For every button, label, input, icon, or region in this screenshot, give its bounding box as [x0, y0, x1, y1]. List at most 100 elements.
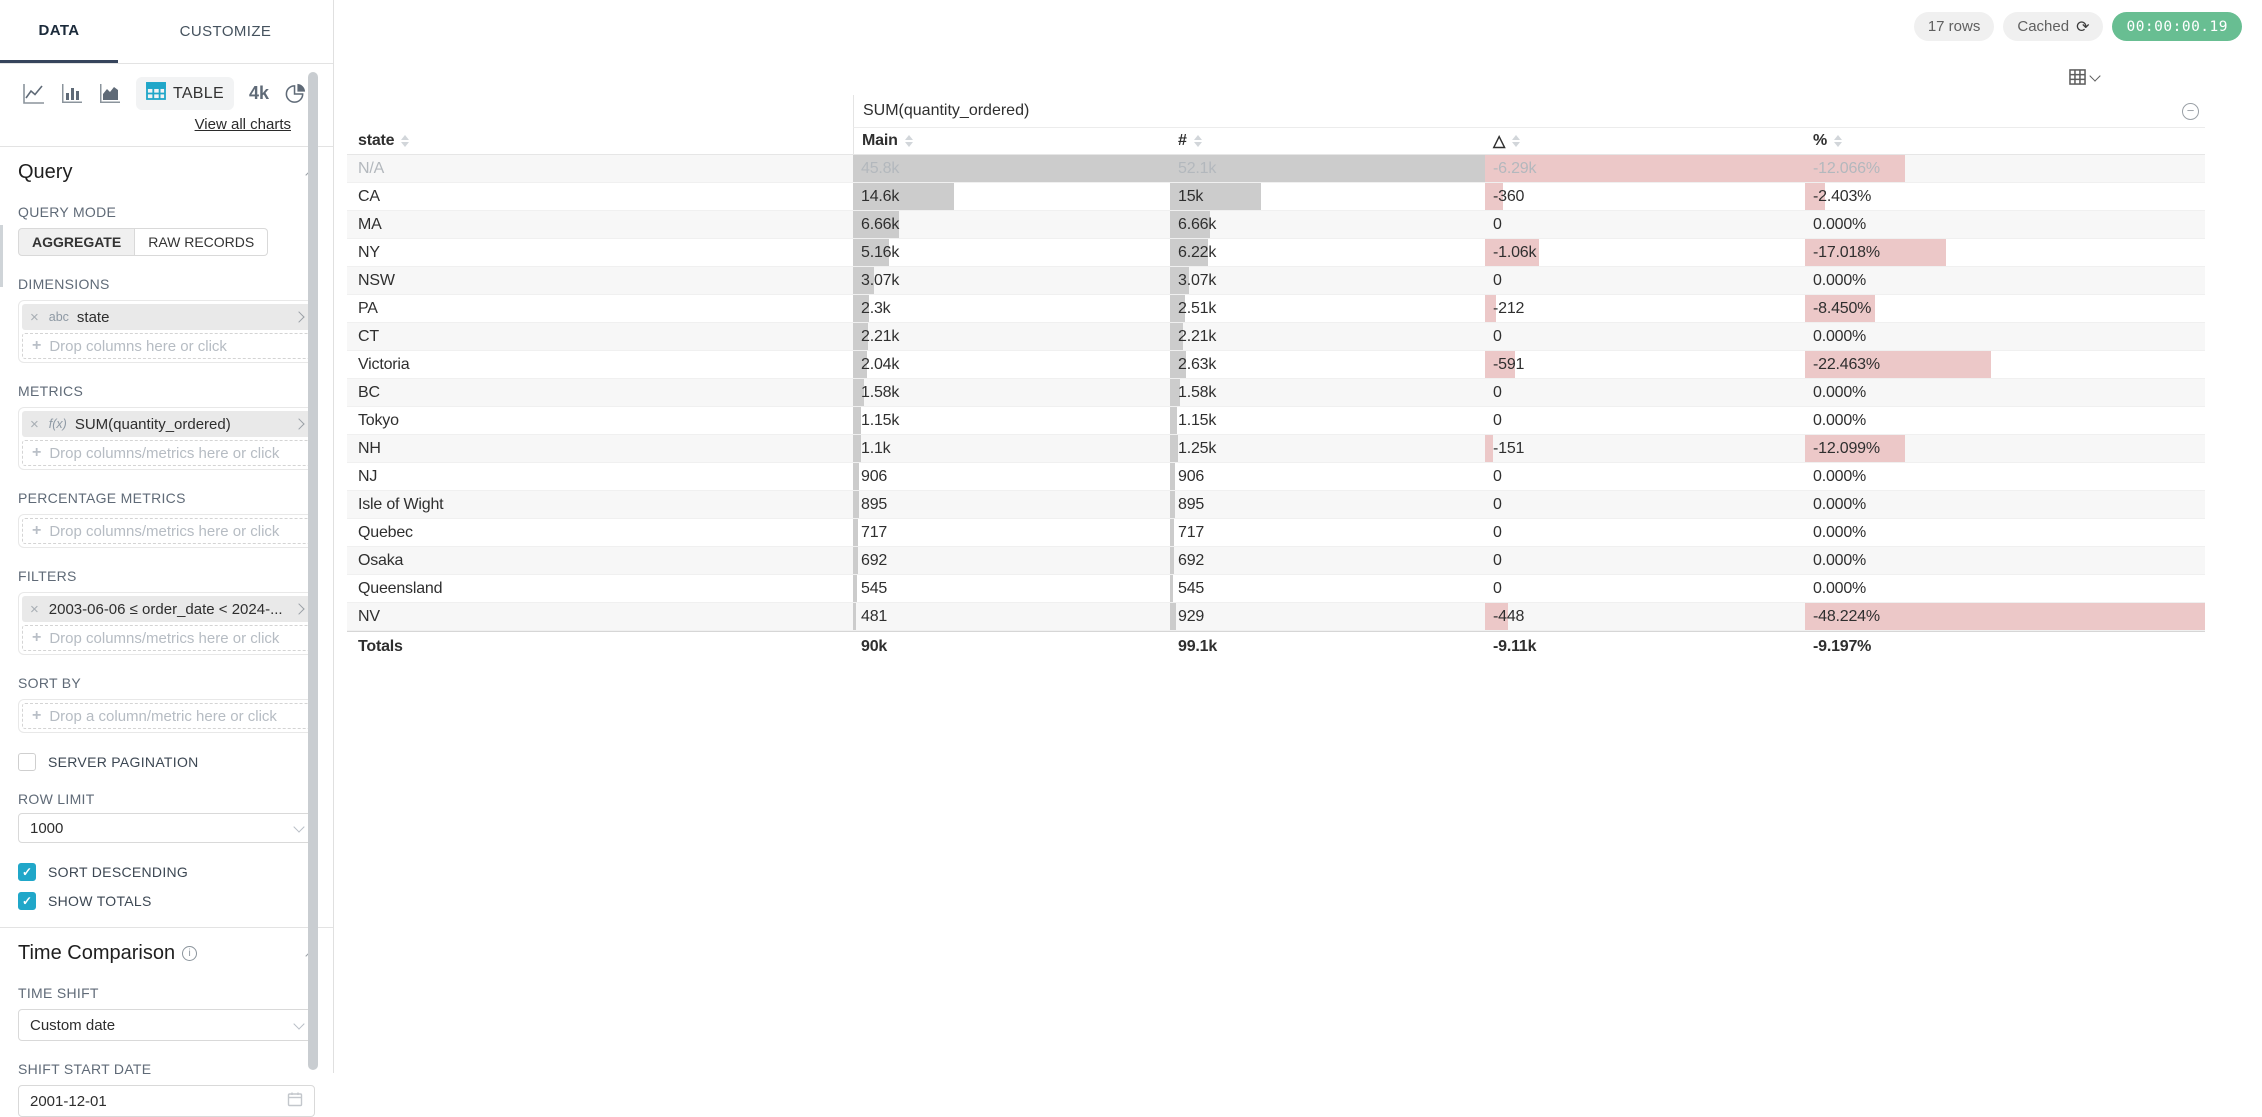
remove-metric-icon[interactable]: × [30, 416, 39, 433]
table-cell: -591 [1485, 351, 1805, 378]
filter-chip-order-date[interactable]: × 2003-06-06 ≤ order_date < 2024-... [22, 596, 311, 622]
area-chart-icon[interactable] [98, 82, 121, 105]
query-timer-badge: 00:00:00.19 [2112, 12, 2242, 41]
table-cell: -12.099% [1805, 435, 2205, 462]
column-header-state[interactable]: state [347, 128, 853, 154]
big-number-icon[interactable]: 4k [249, 83, 269, 104]
refresh-icon[interactable]: ⟳ [2076, 17, 2089, 37]
table-cell: CA [347, 183, 853, 210]
column-header-count[interactable]: # [1170, 128, 1485, 154]
show-totals-checkbox[interactable]: ✓ SHOW TOTALS [18, 892, 315, 910]
table-cell: 0 [1485, 323, 1805, 350]
line-chart-icon[interactable] [22, 82, 45, 105]
table-display-menu[interactable] [2069, 69, 2099, 85]
chart-area: 17 rows Cached ⟳ 00:00:00.19 SUM(quantit… [334, 0, 2262, 1073]
panel-resize-handle[interactable] [0, 225, 3, 287]
tab-data[interactable]: DATA [0, 0, 118, 63]
chevron-right-icon[interactable] [293, 418, 304, 429]
table-cell: 929 [1170, 603, 1485, 630]
dimension-chip-state[interactable]: × abc state [22, 304, 311, 330]
table-cell: 0 [1485, 407, 1805, 434]
plus-icon: + [32, 522, 41, 540]
plus-icon: + [32, 337, 41, 355]
column-header-pct[interactable]: % [1805, 128, 2205, 154]
remove-dimension-icon[interactable]: × [30, 309, 39, 326]
column-header-delta[interactable]: △ [1485, 128, 1805, 154]
metrics-dropzone[interactable]: + Drop columns/metrics here or click [22, 440, 311, 466]
sort-icon [1194, 135, 1202, 147]
aggregate-button[interactable]: AGGREGATE [18, 228, 135, 256]
calendar-icon [287, 1091, 303, 1111]
table-cell: 0 [1485, 491, 1805, 518]
tab-customize[interactable]: CUSTOMIZE [118, 0, 333, 63]
table-cell: 0 [1485, 379, 1805, 406]
table-cell: NJ [347, 463, 853, 490]
table-cell: 0.000% [1805, 323, 2205, 350]
collapse-columns-icon[interactable]: − [2182, 103, 2199, 120]
table-cell: 3.07k [853, 267, 1170, 294]
filters-dnd-area: × 2003-06-06 ≤ order_date < 2024-... + D… [18, 592, 315, 655]
shift-start-date-input[interactable]: 2001-12-01 [18, 1085, 315, 1117]
text-type-icon: abc [49, 310, 69, 324]
sort-by-dropzone[interactable]: + Drop a column/metric here or click [22, 703, 311, 729]
table-cell: 1.25k [1170, 435, 1485, 462]
dimensions-dropzone[interactable]: + Drop columns here or click [22, 333, 311, 359]
filters-dropzone[interactable]: + Drop columns/metrics here or click [22, 625, 311, 651]
table-chart-label: TABLE [173, 85, 224, 103]
raw-records-button[interactable]: RAW RECORDS [135, 228, 268, 256]
table-cell: -212 [1485, 295, 1805, 322]
panel-tabs: DATA CUSTOMIZE [0, 0, 333, 64]
plus-icon: + [32, 707, 41, 725]
dimensions-dnd-area: × abc state + Drop columns here or click [18, 300, 315, 363]
percentage-metrics-dropzone[interactable]: + Drop columns/metrics here or click [22, 518, 311, 544]
row-limit-label: ROW LIMIT [18, 791, 315, 807]
sort-descending-checkbox[interactable]: ✓ SORT DESCENDING [18, 863, 315, 881]
table-cell: MA [347, 211, 853, 238]
table-cell: 1.15k [1170, 407, 1485, 434]
view-all-charts-link[interactable]: View all charts [195, 116, 291, 133]
table-chart-selected[interactable]: TABLE [136, 77, 234, 110]
column-header-main[interactable]: Main [853, 128, 1170, 154]
sort-by-dnd-area: + Drop a column/metric here or click [18, 699, 315, 733]
metric-chip-sum[interactable]: × f(x) SUM(quantity_ordered) [22, 411, 311, 437]
table-cell: 717 [1170, 519, 1485, 546]
remove-filter-icon[interactable]: × [30, 601, 39, 618]
table-cell: -151 [1485, 435, 1805, 462]
table-cell: 0.000% [1805, 547, 2205, 574]
info-icon[interactable]: i [182, 946, 197, 961]
results-table: SUM(quantity_ordered) − state Main # △ %… [347, 95, 2205, 662]
table-cell: -22.463% [1805, 351, 2205, 378]
table-cell: -360 [1485, 183, 1805, 210]
sort-icon [1512, 135, 1520, 147]
table-cell: 1.58k [1170, 379, 1485, 406]
chevron-right-icon[interactable] [293, 603, 304, 614]
status-bar: 17 rows Cached ⟳ 00:00:00.19 [1914, 12, 2242, 41]
table-cell: 906 [853, 463, 1170, 490]
pie-chart-icon[interactable] [284, 82, 307, 105]
panel-scrollbar[interactable] [308, 72, 318, 1070]
bar-chart-icon[interactable] [60, 82, 83, 105]
table-cell: -12.066% [1805, 155, 2205, 182]
checkbox-checked-icon: ✓ [18, 863, 36, 881]
server-pagination-checkbox[interactable]: SERVER PAGINATION [18, 753, 315, 771]
row-limit-select[interactable]: 1000 [18, 813, 315, 843]
time-shift-select[interactable]: Custom date [18, 1009, 315, 1041]
chevron-right-icon[interactable] [293, 311, 304, 322]
